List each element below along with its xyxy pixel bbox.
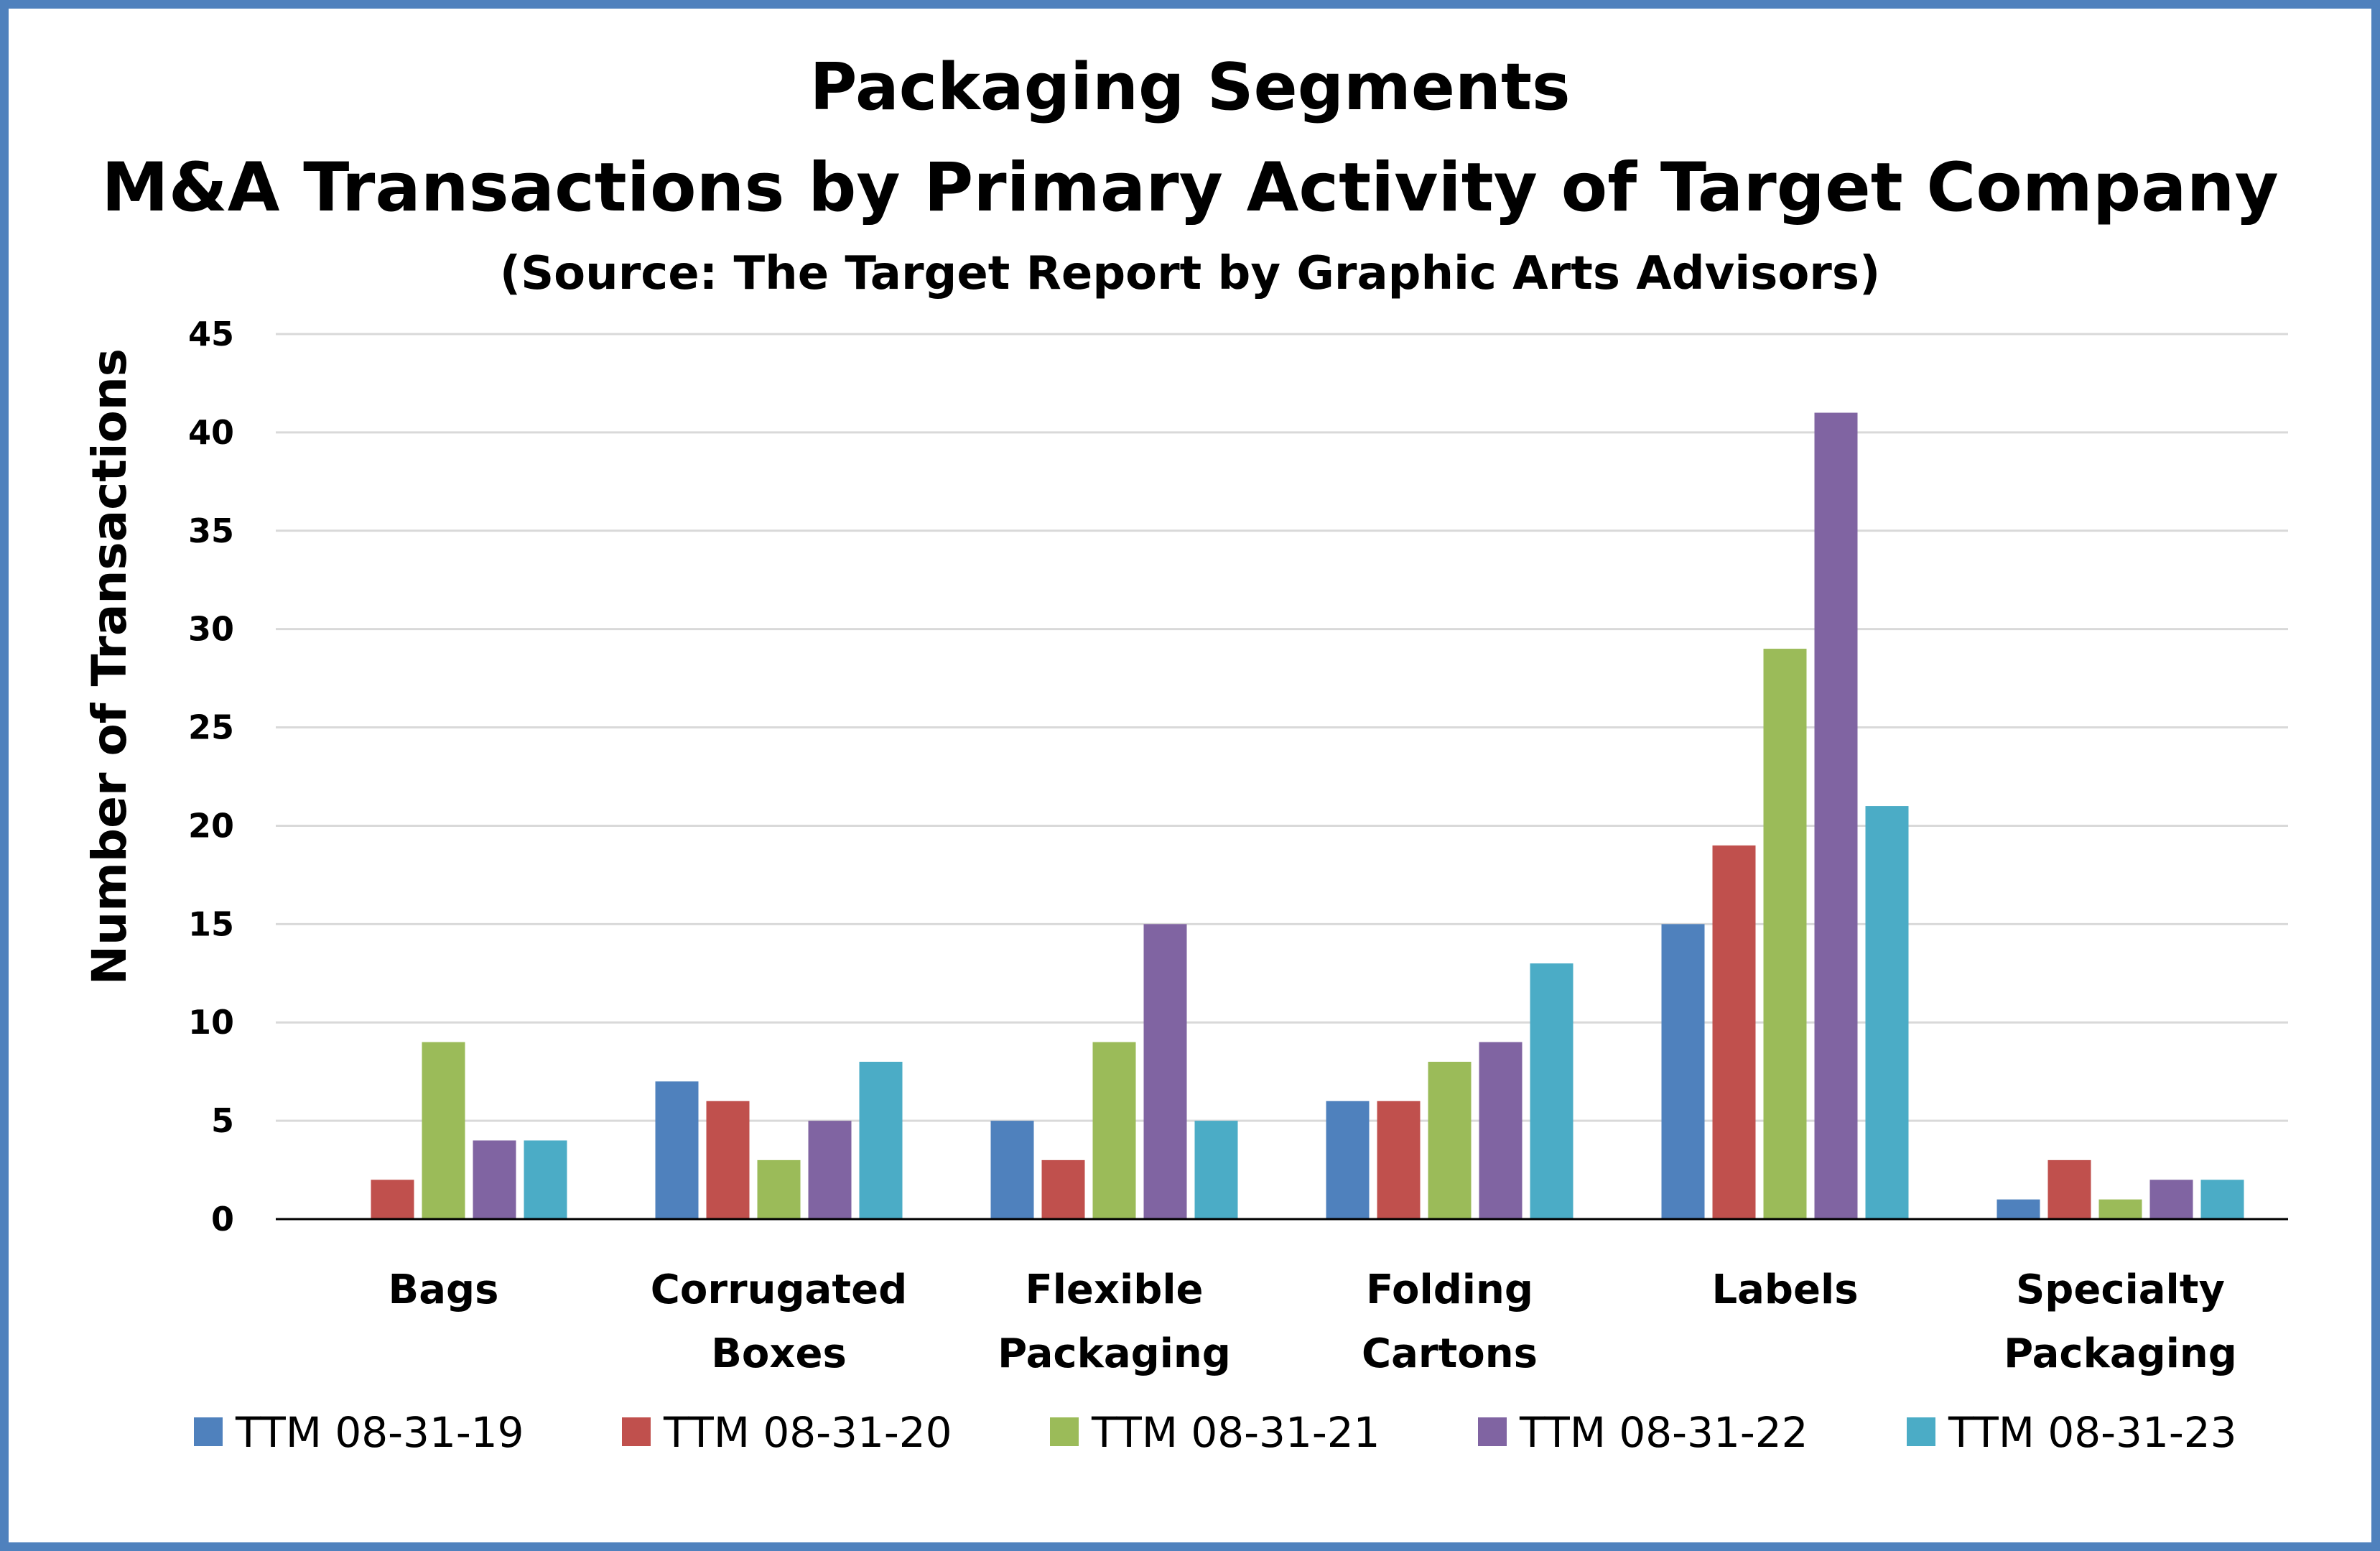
bar bbox=[1092, 1042, 1136, 1219]
category-label: Folding bbox=[1366, 1267, 1533, 1313]
y-tick-label: 40 bbox=[188, 413, 234, 452]
chart-source: (Source: The Target Report by Graphic Ar… bbox=[500, 247, 1880, 300]
bar bbox=[1377, 1101, 1421, 1219]
bar bbox=[2200, 1180, 2244, 1219]
bar bbox=[1712, 845, 1756, 1219]
bar bbox=[990, 1121, 1034, 1219]
legend-label: TTM 08-31-20 bbox=[663, 1408, 952, 1457]
gridlines bbox=[276, 333, 2288, 1122]
legend-swatch bbox=[622, 1417, 651, 1446]
category-label: Bags bbox=[389, 1267, 499, 1313]
bar bbox=[808, 1121, 852, 1219]
bar bbox=[1326, 1101, 1370, 1219]
bar bbox=[1661, 924, 1705, 1219]
bar bbox=[1041, 1159, 1085, 1219]
bar bbox=[1996, 1199, 2040, 1219]
bar bbox=[524, 1140, 567, 1219]
category-label: Flexible bbox=[1025, 1267, 1203, 1313]
category-label: Labels bbox=[1711, 1267, 1858, 1313]
legend-swatch bbox=[1907, 1417, 1935, 1446]
bar bbox=[2047, 1159, 2091, 1219]
bar bbox=[473, 1140, 516, 1219]
y-tick-label: 10 bbox=[188, 1003, 234, 1042]
bar bbox=[1814, 412, 1858, 1219]
bar bbox=[1143, 924, 1187, 1219]
y-tick-label: 0 bbox=[211, 1200, 234, 1239]
category-labels: Bags Corrugated Boxes Flexible Packaging Fold… bbox=[389, 1267, 2237, 1377]
bar bbox=[757, 1159, 801, 1219]
y-tick-label: 25 bbox=[188, 708, 234, 747]
bar bbox=[2149, 1180, 2193, 1219]
category-label: Cartons bbox=[1362, 1330, 1538, 1377]
bars bbox=[371, 412, 2244, 1219]
bar bbox=[422, 1042, 465, 1219]
bar bbox=[1763, 649, 1807, 1219]
bar bbox=[1530, 963, 1574, 1219]
bar bbox=[371, 1180, 414, 1219]
y-axis-ticks: 0 5 10 15 20 25 30 35 40 45 bbox=[188, 315, 234, 1239]
y-tick-label: 5 bbox=[211, 1101, 234, 1140]
bar bbox=[859, 1061, 903, 1219]
legend-label: TTM 08-31-22 bbox=[1519, 1408, 1808, 1457]
legend-swatch bbox=[1478, 1417, 1507, 1446]
bar bbox=[706, 1101, 750, 1219]
chart-subtitle: M&A Transactions by Primary Activity of … bbox=[101, 149, 2279, 227]
bar bbox=[1479, 1042, 1523, 1219]
y-axis-label: Number of Transactions bbox=[82, 348, 137, 985]
category-label: Packaging bbox=[2004, 1330, 2237, 1377]
legend-swatch bbox=[1050, 1417, 1079, 1446]
y-tick-label: 45 bbox=[188, 315, 234, 353]
legend: TTM 08-31-19 TTM 08-31-20 TTM 08-31-21 TTM … bbox=[194, 1408, 2237, 1457]
bar bbox=[655, 1081, 699, 1219]
legend-label: TTM 08-31-19 bbox=[235, 1408, 524, 1457]
category-label: Packaging bbox=[998, 1330, 1231, 1377]
chart-title: Packaging Segments bbox=[809, 50, 1570, 125]
category-label: Specialty bbox=[2016, 1267, 2225, 1313]
bar bbox=[2098, 1199, 2142, 1219]
category-label: Boxes bbox=[711, 1330, 847, 1377]
legend-label: TTM 08-31-23 bbox=[1948, 1408, 2237, 1457]
category-label: Corrugated bbox=[651, 1267, 907, 1313]
y-tick-label: 20 bbox=[188, 806, 234, 845]
bar bbox=[1428, 1061, 1472, 1219]
y-tick-label: 15 bbox=[188, 904, 234, 943]
legend-label: TTM 08-31-21 bbox=[1091, 1408, 1380, 1457]
bar bbox=[1194, 1121, 1238, 1219]
y-tick-label: 35 bbox=[188, 511, 234, 550]
bar bbox=[1865, 806, 1909, 1219]
y-tick-label: 30 bbox=[188, 610, 234, 649]
legend-swatch bbox=[194, 1417, 223, 1446]
